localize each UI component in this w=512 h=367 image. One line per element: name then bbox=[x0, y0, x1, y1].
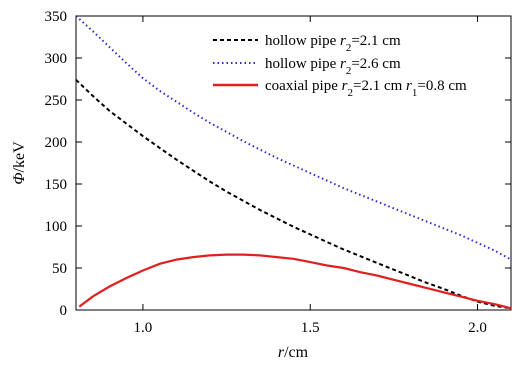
legend-label-3: coaxial pipe r2=2.1 cm r1=0.8 cm bbox=[265, 78, 467, 99]
legend-label-part: 2 bbox=[346, 65, 352, 77]
tick-layer: 1.0 1.5 2.0 0 50 100 150 200 250 300 350 bbox=[45, 9, 511, 336]
legend-label-part: =2.1 cm bbox=[353, 78, 406, 94]
y-tick-label: 50 bbox=[52, 261, 67, 277]
x-axis-symbol: r bbox=[278, 344, 285, 361]
y-tick-label: 250 bbox=[45, 93, 68, 109]
legend-label-part: r bbox=[340, 33, 346, 49]
x-axis-title: r/cm bbox=[278, 344, 309, 361]
legend-label-part: r bbox=[342, 78, 348, 94]
legend-label-part: hollow pipe bbox=[265, 56, 340, 72]
y-tick-label: 200 bbox=[45, 135, 68, 151]
y-axis-symbol: Φ bbox=[11, 172, 28, 184]
legend-label-part: =0.8 cm bbox=[417, 78, 467, 94]
series-line-1 bbox=[75, 79, 512, 310]
y-tick-label: 100 bbox=[45, 219, 68, 235]
series-line-3 bbox=[78, 253, 512, 310]
x-tick-label: 2.0 bbox=[468, 320, 487, 336]
legend-label-part: =2.6 cm bbox=[351, 56, 401, 72]
legend-label-2: hollow pipe r2=2.6 cm bbox=[265, 56, 401, 77]
x-axis-unit: /cm bbox=[284, 344, 309, 361]
legend-label-part: hollow pipe bbox=[265, 33, 340, 49]
x-tick-label: 1.5 bbox=[301, 320, 320, 336]
plot-frame bbox=[75, 15, 512, 311]
series-line-2 bbox=[75, 15, 512, 261]
y-tick-label: 150 bbox=[45, 177, 68, 193]
legend-label-part: r bbox=[340, 56, 346, 72]
legend-label-part: 2 bbox=[346, 42, 352, 54]
y-tick-label: 350 bbox=[45, 9, 68, 25]
legend-label-part: =2.1 cm bbox=[351, 33, 401, 49]
y-axis-unit: /keV bbox=[11, 141, 28, 173]
x-tick-label: 1.0 bbox=[134, 320, 153, 336]
legend-label-1: hollow pipe r2=2.1 cm bbox=[265, 33, 401, 54]
legend-label-part: 2 bbox=[347, 87, 353, 99]
y-tick-label: 0 bbox=[60, 303, 68, 319]
legend-label-part: coaxial pipe bbox=[265, 78, 342, 94]
series-layer bbox=[75, 15, 512, 310]
legend-label-part: 1 bbox=[412, 87, 418, 99]
y-tick-label: 300 bbox=[45, 51, 68, 67]
y-axis-title: Φ/keV bbox=[11, 141, 28, 185]
legend-label-part: r bbox=[406, 78, 412, 94]
